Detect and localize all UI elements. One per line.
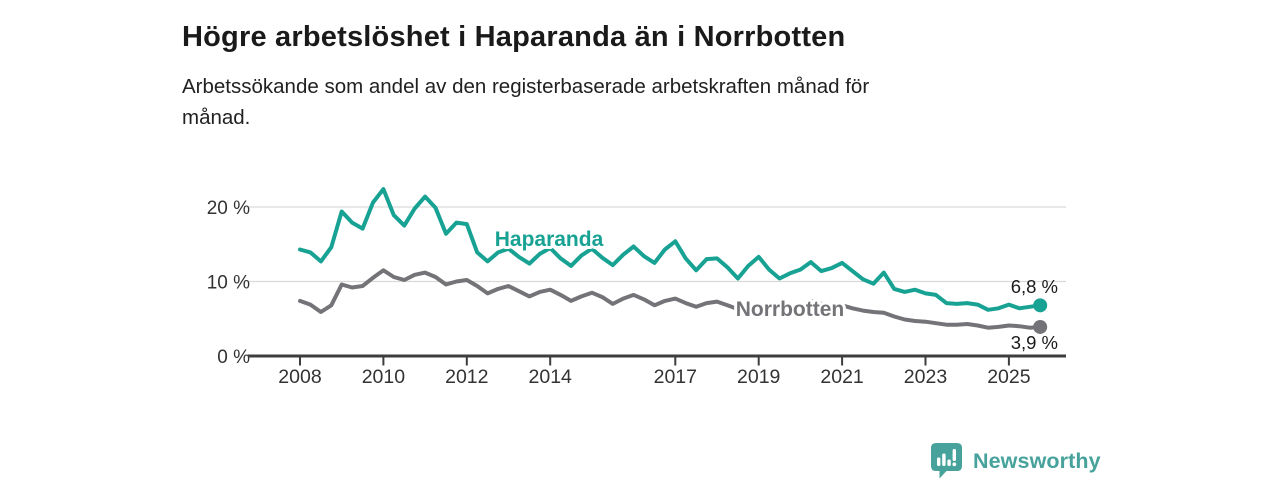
haparanda-end-value-label: 6,8 %	[1011, 276, 1058, 297]
x-axis-label-2008: 2008	[278, 366, 321, 388]
x-axis-label-2021: 2021	[820, 366, 863, 388]
newsworthy-speech-bubble-icon	[931, 443, 962, 479]
norrbotten-line	[298, 268, 1043, 330]
x-axis-label-2017: 2017	[654, 366, 697, 388]
x-axis-label-2025: 2025	[987, 366, 1031, 388]
haparanda-series-label: Haparanda	[495, 228, 604, 251]
norrbotten-end-value-label: 3,9 %	[1011, 332, 1058, 353]
y-axis-label-10: 10 %	[207, 273, 250, 294]
subtitle-line-1: Arbetssökande som andel av den registerb…	[182, 75, 870, 98]
chart-subtitle: Arbetssökande som andel av den registerb…	[182, 71, 1062, 133]
unemployment-line-chart: 0 % 10 % 20 % 2008 2010 2012 2014 2017 2019 2021 2…	[207, 187, 1066, 388]
page-title: Högre arbetslöshet i Haparanda än i Norr…	[182, 21, 846, 54]
x-axis-label-2019: 2019	[737, 366, 780, 388]
haparanda-line	[298, 187, 1043, 312]
subtitle-line-2: månad.	[182, 106, 251, 129]
x-axis-label-2012: 2012	[445, 366, 488, 388]
x-axis-label-2014: 2014	[529, 366, 573, 388]
y-axis-label-0: 0 %	[217, 347, 250, 368]
norrbotten-series-label: Norrbotten	[736, 298, 845, 321]
newsworthy-logo: Newsworthy	[929, 442, 1101, 480]
newsworthy-brand-text: Newsworthy	[973, 448, 1101, 473]
x-axis-label-2010: 2010	[362, 366, 406, 388]
haparanda-end-dot	[1033, 298, 1048, 313]
x-axis-label-2023: 2023	[904, 366, 947, 388]
norrbotten-end-dot	[1033, 319, 1048, 334]
y-axis-label-20: 20 %	[207, 198, 250, 219]
